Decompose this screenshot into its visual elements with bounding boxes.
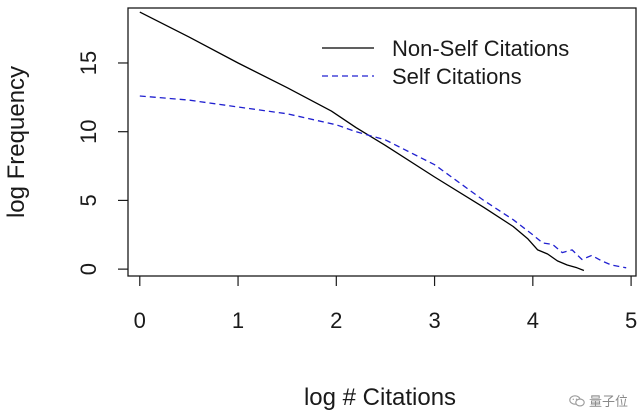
x-tick-label: 0 [134, 308, 146, 333]
x-tick-label: 2 [330, 308, 342, 333]
y-tick-label: 10 [76, 119, 101, 143]
y-tick-label: 5 [76, 194, 101, 206]
x-tick-label: 4 [527, 308, 539, 333]
legend-label: Self Citations [392, 64, 522, 89]
x-axis: 0 1 2 3 4 5 [134, 276, 637, 333]
y-tick-label: 15 [76, 51, 101, 75]
legend: Non-Self Citations Self Citations [322, 36, 569, 89]
legend-label: Non-Self Citations [392, 36, 569, 61]
x-tick-label: 1 [232, 308, 244, 333]
x-axis-label: log # Citations [304, 384, 456, 411]
series-line-self-citations [139, 95, 627, 269]
x-tick-label: 3 [428, 308, 440, 333]
x-tick-label: 5 [625, 308, 637, 333]
y-axis: 0 5 10 15 [76, 51, 128, 275]
y-axis-label: log Frequency [3, 66, 30, 218]
series-layer [139, 11, 627, 272]
plot-area [127, 7, 637, 277]
watermark: 量子位 [569, 391, 628, 410]
y-tick-label: 0 [76, 263, 101, 275]
series-line-non-self-citations [139, 11, 585, 272]
wechat-icon [569, 394, 585, 406]
watermark-text: 量子位 [588, 395, 628, 410]
